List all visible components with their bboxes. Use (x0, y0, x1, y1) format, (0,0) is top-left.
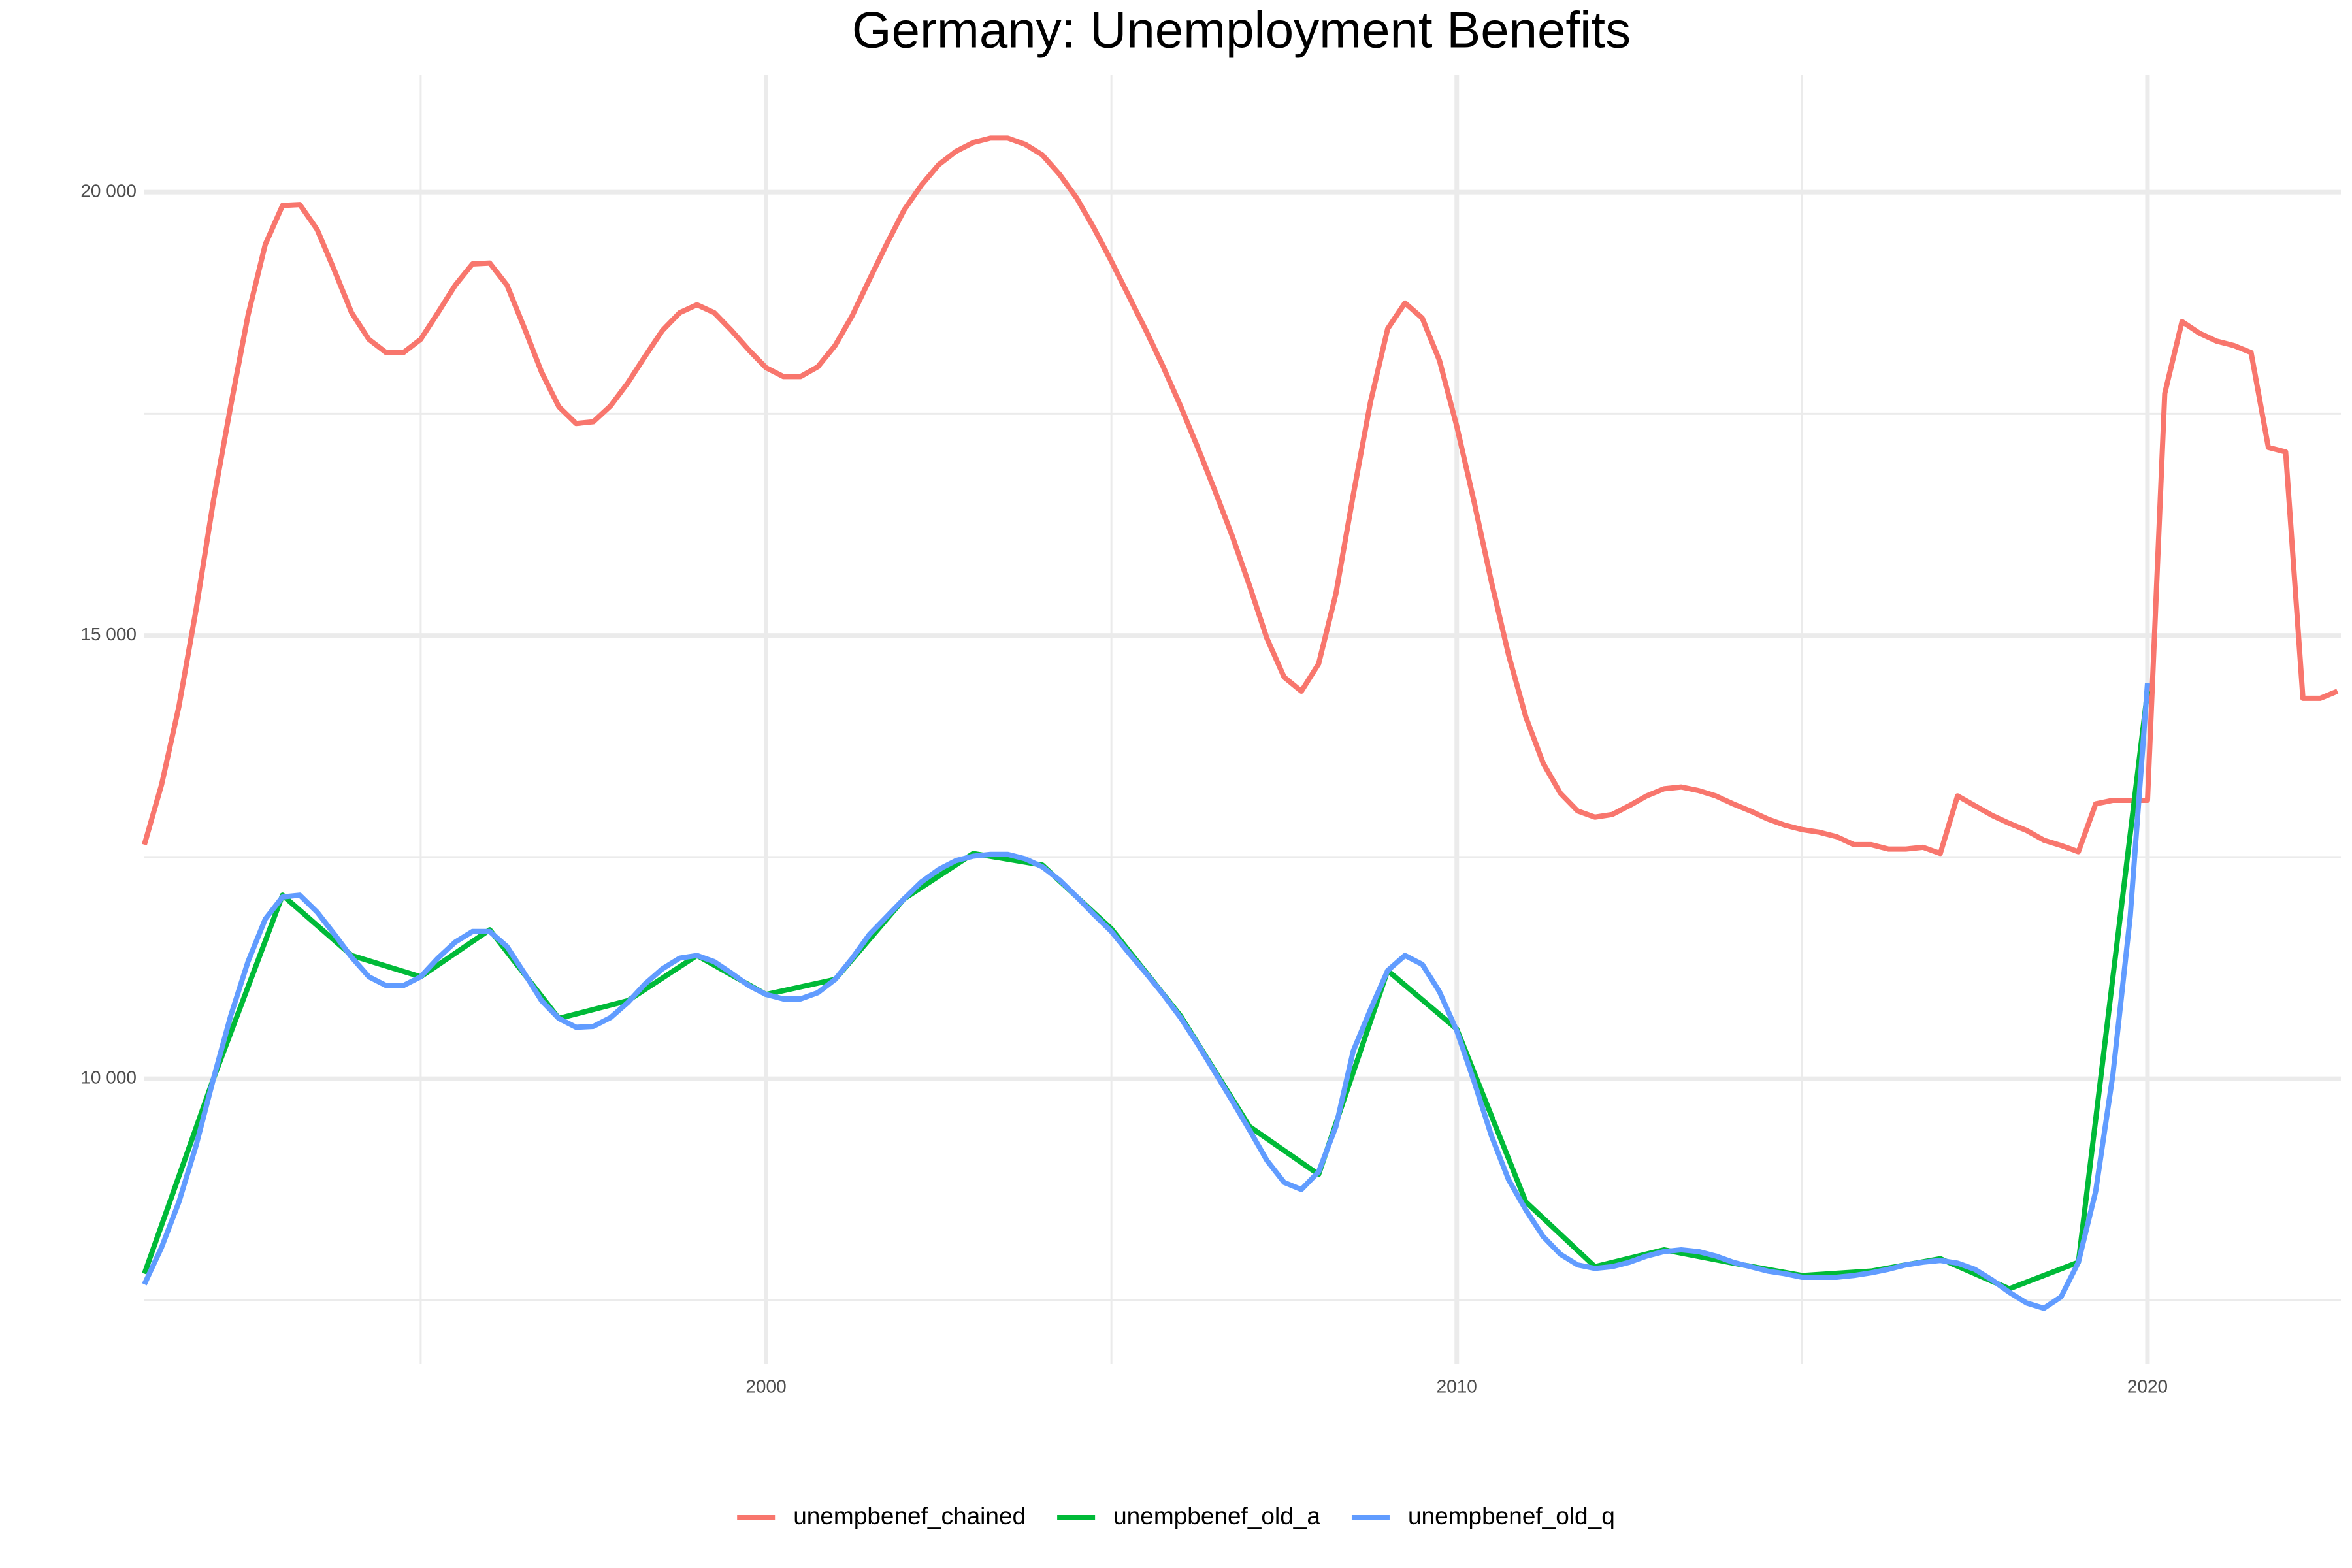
legend-label: unempbenef_old_a (1113, 1503, 1320, 1529)
legend: unempbenef_chained unempbenef_old_a unempb… (737, 1503, 1615, 1529)
x-tick-label: 2000 (745, 1376, 786, 1396)
legend-label: unempbenef_old_q (1408, 1503, 1615, 1529)
x-tick-label: 2010 (1437, 1376, 1477, 1396)
y-tick-label: 20 000 (80, 181, 137, 201)
y-tick-label: 10 000 (80, 1067, 137, 1087)
series-line (142, 135, 2339, 857)
x-tick-label: 2020 (2127, 1376, 2168, 1396)
legend-label: unempbenef_chained (793, 1503, 1026, 1529)
series-line (142, 683, 2150, 1311)
y-tick-label: 15 000 (80, 624, 137, 644)
chart-title: Germany: Unemployment Benefits (852, 1, 1631, 59)
series-line (142, 691, 2150, 1292)
